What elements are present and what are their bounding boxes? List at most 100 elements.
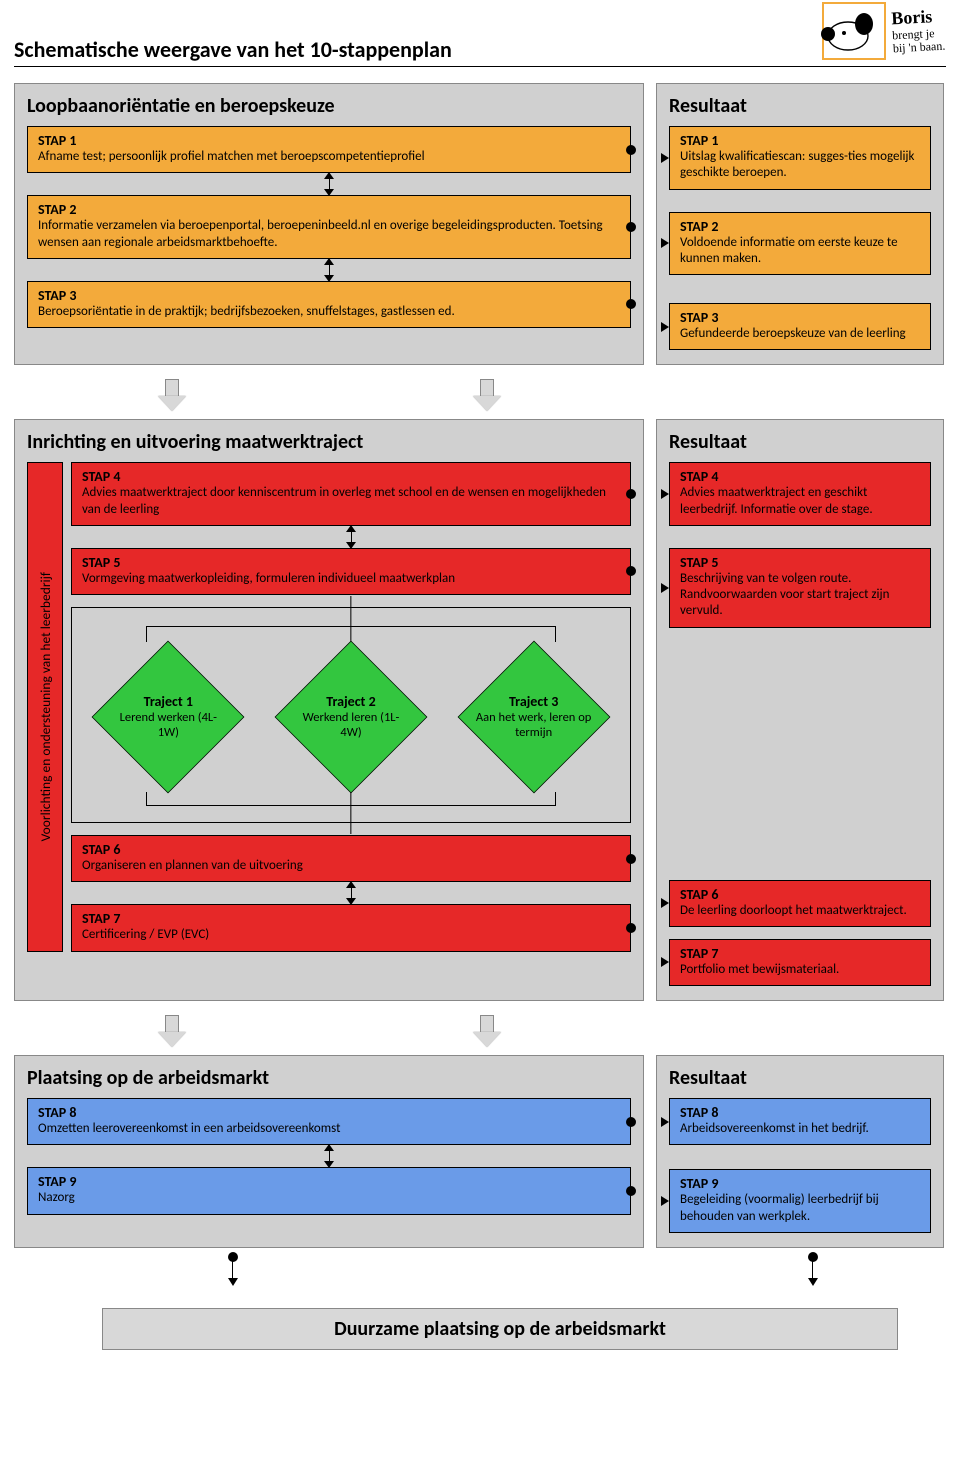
phase-3-title: Plaatsing op de arbeidsmarkt bbox=[27, 1066, 631, 1090]
traject-1-title: Traject 1 bbox=[144, 694, 193, 711]
connector-dot bbox=[626, 1186, 636, 1196]
step-6-text: Organiseren en plannen van de uitvoering bbox=[82, 858, 620, 874]
step-6-label: STAP 6 bbox=[82, 841, 620, 858]
traject-2-sub: Werkend leren (1L-4W) bbox=[292, 710, 410, 740]
connector-dot bbox=[626, 222, 636, 232]
connector-dot bbox=[626, 299, 636, 309]
step-5-label: STAP 5 bbox=[82, 554, 620, 571]
step-6: STAP 6 Organiseren en plannen van de uit… bbox=[71, 835, 631, 882]
phase-3-row: Plaatsing op de arbeidsmarkt STAP 8 Omze… bbox=[14, 1055, 946, 1248]
result-6: STAP 6 De leerling doorloopt het maatwer… bbox=[669, 880, 931, 927]
traject-2: Traject 2 Werkend leren (1L-4W) bbox=[276, 642, 426, 792]
result-arrow-icon bbox=[661, 898, 669, 908]
result-6-label: STAP 6 bbox=[680, 886, 920, 903]
phase-1-result-title: Resultaat bbox=[669, 94, 931, 118]
result-arrow-icon bbox=[661, 957, 669, 967]
step-4-label: STAP 4 bbox=[82, 468, 620, 485]
phase-2-result-title: Resultaat bbox=[669, 430, 931, 454]
logo-name: Boris bbox=[890, 7, 943, 30]
step-4-text: Advies maatwerktraject door kenniscentru… bbox=[82, 485, 620, 518]
result-8-label: STAP 8 bbox=[680, 1104, 920, 1121]
down-arrow-icon bbox=[161, 1015, 183, 1047]
step-8-label: STAP 8 bbox=[38, 1104, 620, 1121]
result-arrow-icon bbox=[661, 153, 669, 163]
logo-frame bbox=[822, 2, 886, 60]
flow-arrows-2 bbox=[14, 1011, 644, 1055]
step-2-text: Informatie verzamelen via beroepenportal… bbox=[38, 218, 620, 251]
result-4-label: STAP 4 bbox=[680, 468, 920, 485]
step-7-text: Certificering / EVP (EVC) bbox=[82, 927, 620, 943]
step-3: STAP 3 Beroepsoriëntatie in de praktijk;… bbox=[27, 281, 631, 328]
result-arrow-icon bbox=[661, 1117, 669, 1127]
bottom-connectors bbox=[28, 1258, 932, 1288]
result-2: STAP 2 Voldoende informatie om eerste ke… bbox=[669, 212, 931, 276]
step-5: STAP 5 Vormgeving maatwerkopleiding, for… bbox=[71, 548, 631, 595]
phase-2-sidebar-text: Voorlichting en ondersteuning van het le… bbox=[37, 572, 54, 841]
down-arrow-icon bbox=[161, 379, 183, 411]
phase-2-result-panel: Resultaat STAP 4 Advies maatwerktraject … bbox=[656, 419, 944, 1001]
connector-dot bbox=[626, 145, 636, 155]
step-8-text: Omzetten leerovereenkomst in een arbeids… bbox=[38, 1121, 620, 1137]
step-8: STAP 8 Omzetten leerovereenkomst in een … bbox=[27, 1098, 631, 1145]
down-arrow-icon bbox=[476, 1015, 498, 1047]
logo-tag2: bij 'n baan. bbox=[892, 39, 945, 56]
result-arrow-icon bbox=[661, 489, 669, 499]
result-4: STAP 4 Advies maatwerktraject en geschik… bbox=[669, 462, 931, 526]
result-5-text: Beschrijving van te volgen route. Randvo… bbox=[680, 571, 920, 620]
bottom-outcome: Duurzame plaatsing op de arbeidsmarkt bbox=[102, 1308, 898, 1350]
result-3-label: STAP 3 bbox=[680, 309, 920, 326]
result-1-text: Uitslag kwalificatiescan: sugges-ties mo… bbox=[680, 149, 920, 182]
result-9-label: STAP 9 bbox=[680, 1175, 920, 1192]
result-arrow-icon bbox=[661, 583, 669, 593]
step-2: STAP 2 Informatie verzamelen via beroepe… bbox=[27, 195, 631, 259]
phase-1-row: Loopbaanoriëntatie en beroepskeuze STAP … bbox=[14, 83, 946, 365]
traject-1: Traject 1 Lerend werken (4L-1W) bbox=[93, 642, 243, 792]
result-8-text: Arbeidsovereenkomst in het bedrijf. bbox=[680, 1121, 920, 1137]
step-3-label: STAP 3 bbox=[38, 287, 620, 304]
logo-text: Boris brengt je bij 'n baan. bbox=[890, 7, 945, 56]
phase-1-title: Loopbaanoriëntatie en beroepskeuze bbox=[27, 94, 631, 118]
result-3-text: Gefundeerde beroepskeuze van de leerling bbox=[680, 326, 920, 342]
step-5-text: Vormgeving maatwerkopleiding, formuleren… bbox=[82, 571, 620, 587]
down-arrow-icon bbox=[476, 379, 498, 411]
connector-dot bbox=[626, 566, 636, 576]
result-2-label: STAP 2 bbox=[680, 218, 920, 235]
traject-1-sub: Lerend werken (4L-1W) bbox=[109, 710, 227, 740]
result-9-text: Begeleiding (voormalig) leerbedrijf bij … bbox=[680, 1192, 920, 1225]
phase-1-result-panel: Resultaat STAP 1 Uitslag kwalificatiesca… bbox=[656, 83, 944, 365]
result-7-label: STAP 7 bbox=[680, 945, 920, 962]
result-7-text: Portfolio met bewijsmateriaal. bbox=[680, 962, 920, 978]
step-2-label: STAP 2 bbox=[38, 201, 620, 218]
connector-dot bbox=[626, 1117, 636, 1127]
bidir-connector bbox=[27, 1145, 631, 1167]
result-5: STAP 5 Beschrijving van te volgen route.… bbox=[669, 548, 931, 628]
step-9-text: Nazorg bbox=[38, 1190, 620, 1206]
phase-3-panel: Plaatsing op de arbeidsmarkt STAP 8 Omze… bbox=[14, 1055, 644, 1248]
result-2-text: Voldoende informatie om eerste keuze te … bbox=[680, 235, 920, 268]
phase-2-sidebar: Voorlichting en ondersteuning van het le… bbox=[27, 462, 63, 951]
phase-2-panel: Inrichting en uitvoering maatwerktraject… bbox=[14, 419, 644, 1001]
result-5-label: STAP 5 bbox=[680, 554, 920, 571]
result-1: STAP 1 Uitslag kwalificatiescan: sugges-… bbox=[669, 126, 931, 190]
connector-dot bbox=[626, 854, 636, 864]
result-arrow-icon bbox=[661, 238, 669, 248]
connector-dot bbox=[626, 489, 636, 499]
result-4-text: Advies maatwerktraject en geschikt leerb… bbox=[680, 485, 920, 518]
step-4: STAP 4 Advies maatwerktraject door kenni… bbox=[71, 462, 631, 526]
traject-3: Traject 3 Aan het werk, leren op termijn bbox=[459, 642, 609, 792]
phase-2-row: Inrichting en uitvoering maatwerktraject… bbox=[14, 419, 946, 1001]
connector-dot bbox=[626, 923, 636, 933]
step-7: STAP 7 Certificering / EVP (EVC) bbox=[71, 904, 631, 951]
bidir-connector bbox=[27, 259, 631, 281]
step-9-label: STAP 9 bbox=[38, 1173, 620, 1190]
result-1-label: STAP 1 bbox=[680, 132, 920, 149]
result-3: STAP 3 Gefundeerde beroepskeuze van de l… bbox=[669, 303, 931, 350]
step-1: STAP 1 Afname test; persoonlijk profiel … bbox=[27, 126, 631, 173]
result-arrow-icon bbox=[661, 1196, 669, 1206]
logo: Boris brengt je bij 'n baan. bbox=[822, 2, 944, 60]
traject-3-sub: Aan het werk, leren op termijn bbox=[475, 710, 593, 740]
result-arrow-icon bbox=[661, 322, 669, 332]
page-title: Schematische weergave van het 10-stappen… bbox=[14, 36, 946, 67]
step-3-text: Beroepsoriëntatie in de praktijk; bedrij… bbox=[38, 304, 620, 320]
step-9: STAP 9 Nazorg bbox=[27, 1167, 631, 1214]
